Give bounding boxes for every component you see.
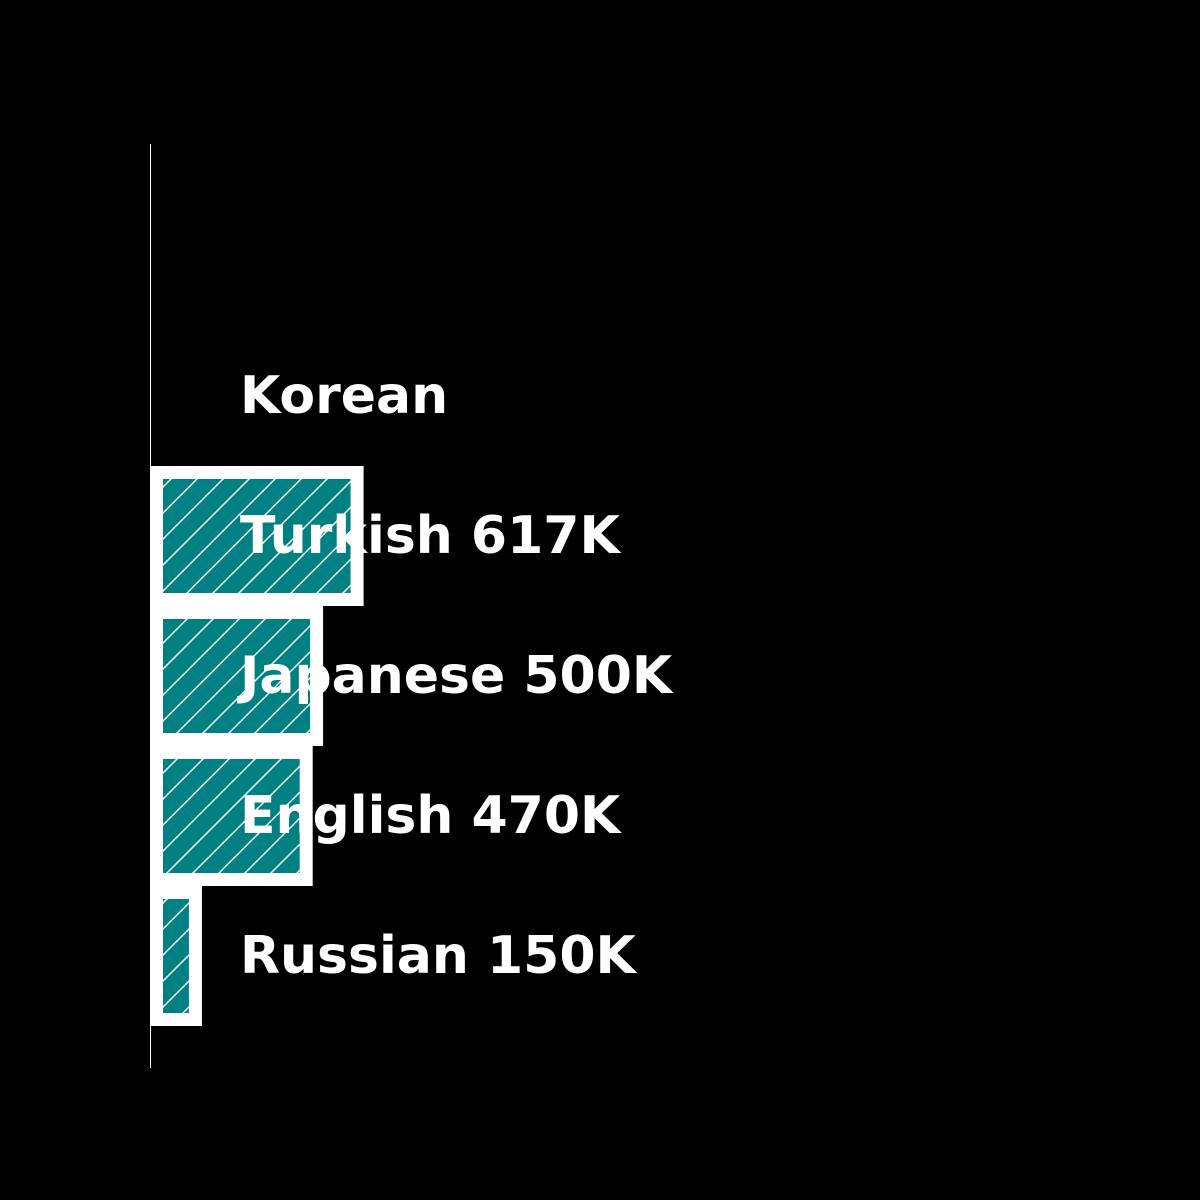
bars-group: [150, 466, 364, 1026]
bar-label-english: English 470K: [240, 786, 622, 846]
bar-label-russian: Russian 150K: [240, 926, 638, 986]
bar-label-turkish: Turkish 617K: [240, 506, 621, 566]
bar-hatch-english: [163, 759, 300, 873]
bar-label-korean: Korean: [240, 366, 448, 426]
labels-group: Korean Turkish 617K Japanese 500K English 4…: [237, 366, 674, 986]
bar-hatch-turkish: [163, 479, 351, 593]
bar-label-japanese: Japanese 500K: [237, 646, 674, 706]
bar-hatch-russian: [163, 899, 189, 1013]
bar-hatch-japanese: [163, 619, 311, 733]
